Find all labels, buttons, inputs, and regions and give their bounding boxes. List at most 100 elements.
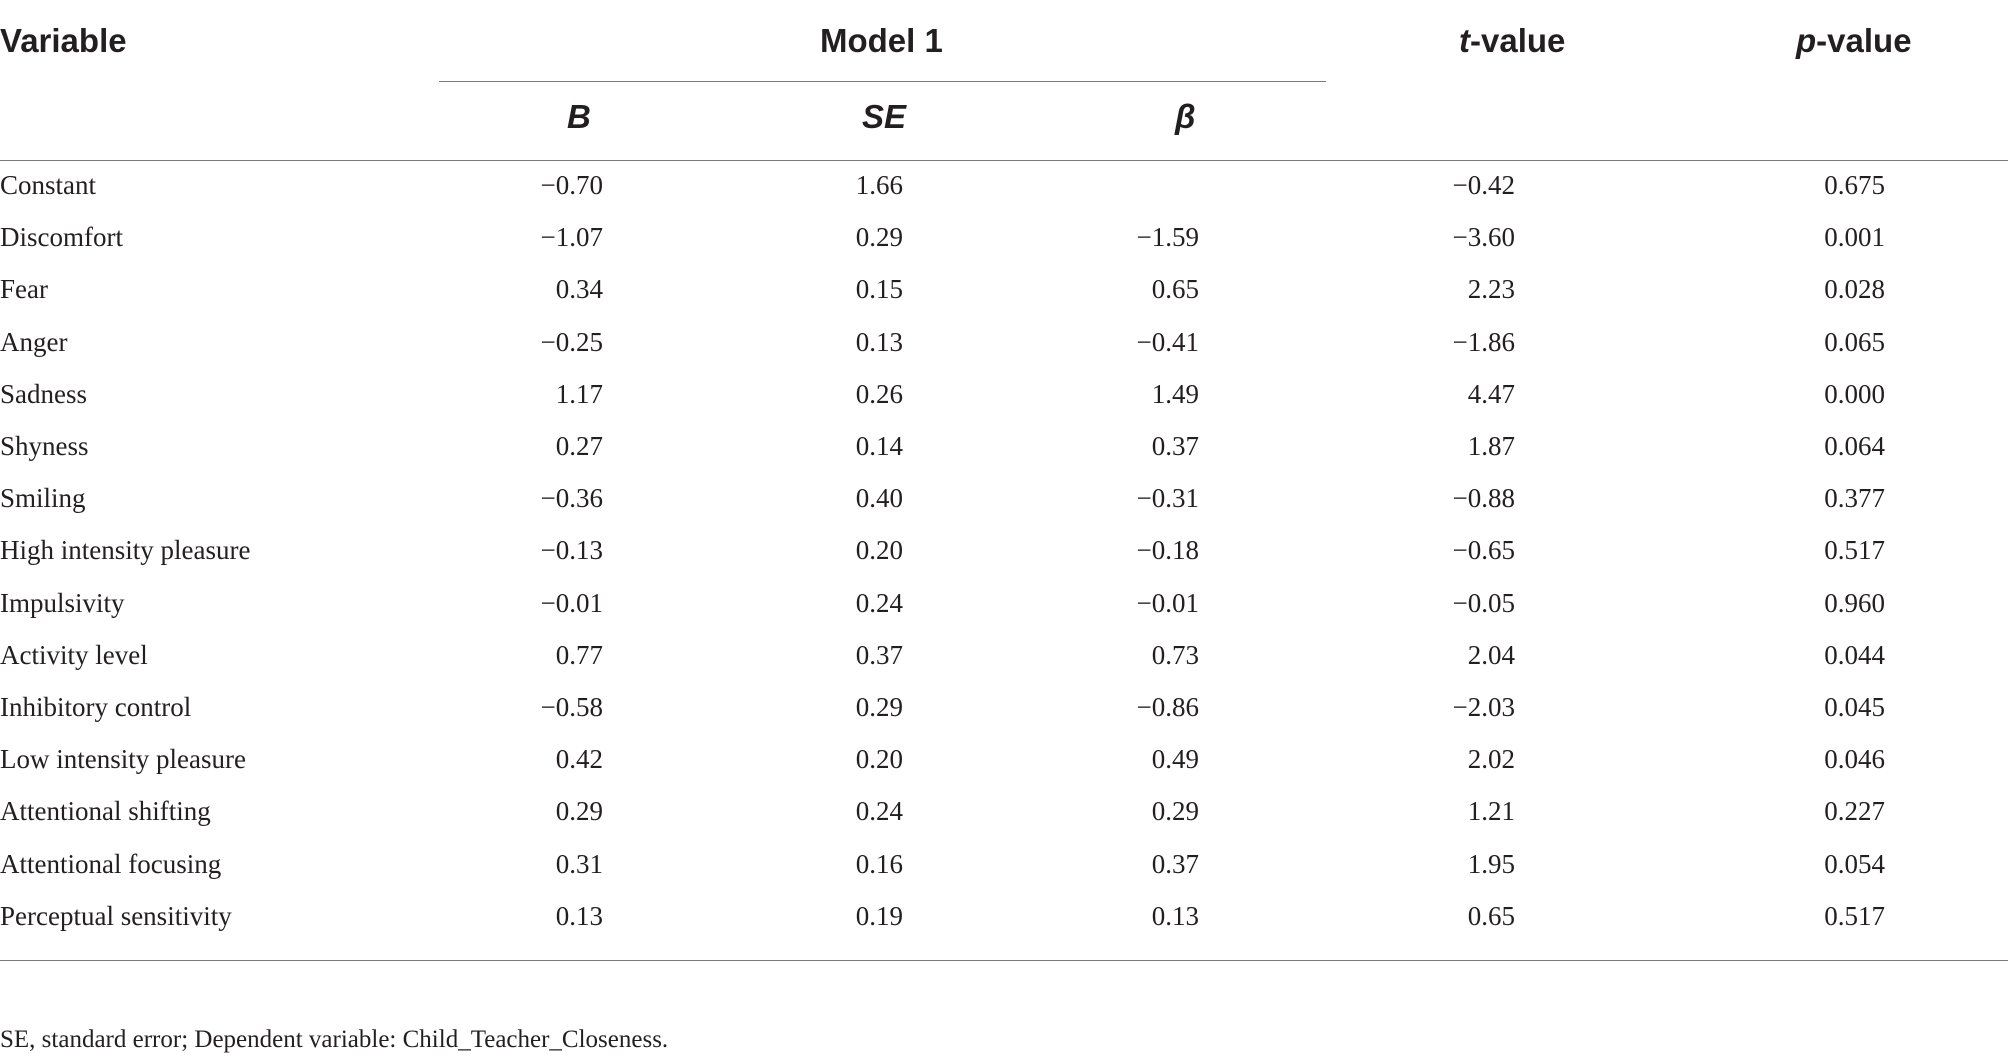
header-t-italic: t [1459, 22, 1470, 59]
row-variable-label: Inhibitory control [0, 692, 192, 722]
row-variable-label: Sadness [0, 379, 87, 409]
row-variable-label: High intensity pleasure [0, 535, 251, 565]
cell-p: 0.377 [1824, 483, 1885, 513]
row-variable-label: Anger [0, 327, 68, 357]
cell-b: −0.36 [540, 483, 603, 513]
cell-p: 0.065 [1824, 327, 1885, 357]
cell-beta: 0.37 [1151, 849, 1199, 879]
cell-se: 0.13 [855, 327, 903, 357]
header-variable: Variable [0, 22, 127, 59]
cell-se: 0.19 [855, 901, 903, 931]
bottom-rule [0, 960, 2008, 961]
cell-p: 0.675 [1824, 170, 1885, 200]
cell-beta: 0.73 [1151, 640, 1199, 670]
cell-se: 0.14 [855, 431, 903, 461]
cell-se: 0.15 [855, 274, 903, 304]
row-variable-label: Fear [0, 274, 48, 304]
cell-p: 0.046 [1824, 744, 1885, 774]
cell-t: −0.88 [1452, 483, 1515, 513]
header-rule [0, 160, 2008, 161]
cell-b: −0.13 [540, 535, 603, 565]
cell-b: 0.29 [555, 796, 603, 826]
row-variable-label: Discomfort [0, 222, 123, 252]
cell-beta: −0.31 [1136, 483, 1199, 513]
cell-beta: 0.49 [1151, 744, 1199, 774]
cell-beta: 1.49 [1151, 379, 1199, 409]
cell-t: 0.65 [1467, 901, 1515, 931]
cell-p: 0.028 [1824, 274, 1885, 304]
cell-b: −0.70 [540, 170, 603, 200]
cell-t: 2.23 [1467, 274, 1515, 304]
cell-p: 0.517 [1824, 535, 1885, 565]
cell-beta: 0.65 [1151, 274, 1199, 304]
cell-beta: 0.37 [1151, 431, 1199, 461]
cell-p: 0.054 [1824, 849, 1885, 879]
header-model-1: Model 1 [820, 22, 943, 59]
cell-b: −0.01 [540, 588, 603, 618]
cell-p: 0.064 [1824, 431, 1885, 461]
cell-t: 2.02 [1467, 744, 1515, 774]
cell-p: 0.000 [1824, 379, 1885, 409]
cell-se: 0.20 [855, 744, 903, 774]
header-p-value: p-value [1796, 21, 1912, 61]
cell-t: −0.65 [1452, 535, 1515, 565]
cell-t: −0.05 [1452, 588, 1515, 618]
cell-t: −3.60 [1452, 222, 1515, 252]
cell-b: 0.77 [555, 640, 603, 670]
cell-beta: −0.01 [1136, 588, 1199, 618]
cell-b: −0.58 [540, 692, 603, 722]
cell-se: 1.66 [855, 170, 903, 200]
header-p-italic: p [1796, 22, 1817, 59]
row-variable-label: Low intensity pleasure [0, 744, 246, 774]
cell-se: 0.40 [855, 483, 903, 513]
cell-b: 0.31 [555, 849, 603, 879]
row-variable-label: Activity level [0, 640, 148, 670]
cell-se: 0.37 [855, 640, 903, 670]
cell-beta: −0.41 [1136, 327, 1199, 357]
cell-p: 0.227 [1824, 796, 1885, 826]
cell-beta: 0.13 [1151, 901, 1199, 931]
header-t-value: t-value [1459, 21, 1565, 61]
cell-p: 0.045 [1824, 692, 1885, 722]
model-spanner-rule [439, 81, 1326, 82]
cell-t: −2.03 [1452, 692, 1515, 722]
row-variable-label: Constant [0, 170, 97, 200]
cell-b: 0.34 [555, 274, 603, 304]
header-se: SE [862, 98, 907, 135]
cell-b: 0.13 [555, 901, 603, 931]
cell-t: 1.95 [1467, 849, 1515, 879]
header-beta: β [1175, 98, 1196, 135]
cell-b: −1.07 [540, 222, 603, 252]
cell-b: 1.17 [555, 379, 603, 409]
cell-t: 1.87 [1467, 431, 1515, 461]
cell-p: 0.517 [1824, 901, 1885, 931]
cell-b: 0.27 [555, 431, 603, 461]
cell-p: 0.960 [1824, 588, 1885, 618]
cell-se: 0.16 [855, 849, 903, 879]
cell-beta: −0.18 [1136, 535, 1199, 565]
header-t-rest: -value [1470, 22, 1566, 59]
cell-se: 0.20 [855, 535, 903, 565]
cell-t: −0.42 [1452, 170, 1515, 200]
cell-se: 0.29 [855, 692, 903, 722]
cell-b: −0.25 [540, 327, 603, 357]
cell-t: 1.21 [1467, 796, 1515, 826]
row-variable-label: Smiling [0, 483, 86, 513]
cell-beta: −1.59 [1136, 222, 1199, 252]
row-variable-label: Perceptual sensitivity [0, 901, 232, 931]
cell-beta: 0.29 [1151, 796, 1199, 826]
cell-p: 0.044 [1824, 640, 1885, 670]
row-variable-label: Shyness [0, 431, 89, 461]
cell-t: 4.47 [1467, 379, 1515, 409]
header-b: B [567, 98, 591, 135]
cell-beta: −0.86 [1136, 692, 1199, 722]
cell-se: 0.24 [855, 796, 903, 826]
row-variable-label: Attentional shifting [0, 796, 211, 826]
table-footnote: SE, standard error; Dependent variable: … [0, 1026, 669, 1053]
cell-t: −1.86 [1452, 327, 1515, 357]
cell-t: 2.04 [1467, 640, 1515, 670]
cell-se: 0.26 [855, 379, 903, 409]
row-variable-label: Impulsivity [0, 588, 125, 618]
cell-se: 0.24 [855, 588, 903, 618]
